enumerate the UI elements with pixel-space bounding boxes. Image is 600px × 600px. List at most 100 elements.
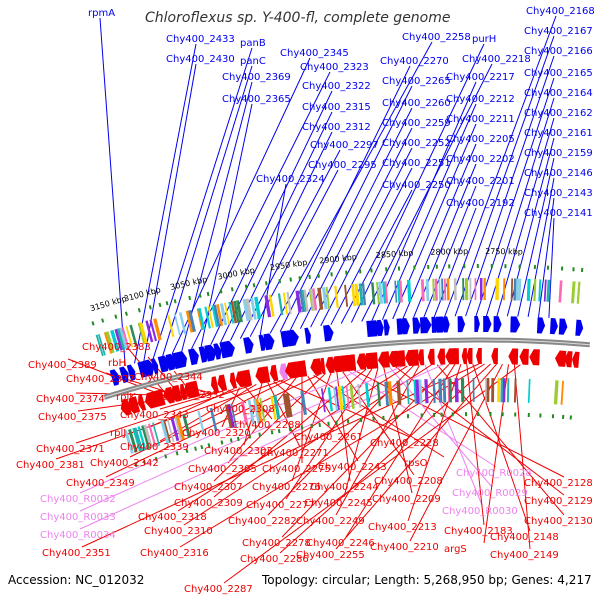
top-gene-label: Chy400_2345	[280, 48, 349, 59]
bottom-gene-label: Chy400_2310	[144, 526, 213, 537]
top-label-connector	[361, 63, 493, 322]
gc-skew-mark	[219, 289, 223, 294]
bottom-gene-label: Chy400_2210	[370, 542, 439, 553]
function-bar-outer	[322, 287, 328, 310]
reverse-gene-arrow	[120, 398, 132, 416]
function-bar-outer	[125, 325, 134, 348]
function-bar-outer	[95, 334, 104, 357]
bottom-label-connector	[472, 363, 531, 532]
forward-gene-arrow	[536, 317, 546, 334]
top-gene-label: Chy400_2322	[302, 81, 371, 92]
function-bar-inner	[285, 393, 293, 418]
top-gene-label: Chy400_2324	[256, 174, 325, 185]
bottom-label-connector	[307, 375, 359, 462]
function-bar-inner	[152, 422, 161, 446]
function-bar-outer	[443, 278, 447, 301]
function-bar-inner	[560, 380, 565, 405]
top-label-connector	[162, 65, 253, 356]
top-label-connector	[496, 117, 555, 317]
gc-content-mark	[175, 451, 179, 456]
top-gene-label: Chy400_2211	[446, 114, 515, 125]
gc-content-mark	[258, 432, 262, 437]
function-bar-inner	[182, 414, 191, 439]
bottom-gene-label: Chy400_2374	[36, 394, 105, 405]
gc-content-mark	[318, 422, 321, 428]
top-gene-label: Chy400_2258	[402, 32, 471, 43]
function-bar-outer	[376, 281, 380, 305]
reverse-gene-arrow	[211, 376, 219, 393]
reverse-gene-arrow	[491, 348, 498, 365]
forward-gene-arrow	[558, 318, 568, 335]
bottom-gene-label: Chy400_2245	[304, 498, 373, 509]
function-bar-outer	[211, 305, 219, 328]
top-label-connector	[527, 177, 555, 317]
reverse-gene-arrow	[369, 352, 379, 369]
reverse-gene-arrow	[450, 348, 459, 365]
top-gene-label: Chy400_2165	[524, 68, 593, 79]
bottom-label-connector	[129, 378, 291, 458]
bottom-gene-label: Chy400_R0034	[40, 530, 116, 541]
forward-gene-arrow	[204, 344, 217, 362]
function-bar-outer	[399, 280, 403, 303]
gc-content-mark	[248, 434, 252, 439]
top-gene-label: panB	[240, 38, 266, 49]
bottom-gene-label: Chy400_2277	[246, 500, 315, 511]
function-bar-outer	[268, 294, 275, 317]
function-bar-outer	[310, 288, 317, 311]
bottom-gene-label: Chy400_2275	[262, 464, 331, 475]
function-bar-inner	[141, 425, 151, 450]
bottom-gene-label: Chy400_R0030	[442, 506, 518, 517]
top-label-connector	[181, 81, 253, 352]
forward-gene-arrow	[575, 319, 584, 336]
function-bar-outer	[173, 313, 181, 336]
top-label-connector	[259, 183, 287, 336]
function-bar-outer	[533, 279, 537, 302]
rna-gene-arrow	[279, 363, 288, 380]
function-bar-outer	[334, 285, 339, 308]
gc-skew-mark	[265, 281, 268, 286]
reverse-gene-arrow	[529, 349, 540, 366]
bottom-label-connector	[343, 368, 379, 498]
function-bar-outer	[358, 283, 364, 306]
gc-content-mark	[220, 440, 224, 445]
bottom-gene-label: Chy400_2383	[82, 342, 151, 353]
forward-gene-arrow	[383, 319, 390, 336]
gc-skew-mark	[198, 293, 202, 298]
top-gene-label: Chy400_2218	[462, 54, 531, 65]
bottom-gene-label: Chy400_2243	[318, 462, 387, 473]
gc-content-mark	[229, 438, 233, 443]
reverse-gene-arrow	[564, 351, 573, 368]
genome-summary-text: Topology: circular; Length: 5,268,950 bp…	[261, 573, 592, 587]
gc-skew-mark	[289, 277, 292, 282]
function-bar-outer	[301, 289, 307, 312]
function-bar-inner	[133, 427, 144, 452]
function-bar-outer	[282, 292, 289, 315]
reverse-gene-arrow	[325, 356, 335, 374]
bottom-label-connector	[105, 374, 320, 478]
gc-skew-mark	[165, 301, 169, 306]
forward-gene-arrow	[493, 316, 502, 333]
bottom-gene-label: rplJ	[110, 428, 126, 439]
scale-tick-label: 2750 kbp	[485, 247, 523, 256]
bottom-label-connector	[213, 373, 326, 482]
top-gene-label: Chy400_2251	[382, 158, 451, 169]
bottom-gene-label: Chy400_2309	[174, 498, 243, 509]
reverse-gene-arrow	[127, 396, 141, 414]
gc-skew-mark	[278, 278, 282, 284]
gc-content-mark	[134, 462, 138, 468]
bottom-gene-label: argS	[444, 544, 467, 555]
reverse-gene-arrow	[508, 348, 519, 365]
forward-gene-arrow	[474, 316, 480, 332]
top-label-connector	[475, 77, 555, 317]
function-bar-outer	[513, 278, 517, 301]
function-bar-outer	[538, 279, 542, 302]
forward-gene-arrow	[109, 369, 120, 386]
bottom-label-connector	[75, 385, 251, 444]
reverse-gene-arrow	[555, 350, 567, 367]
gc-content-mark	[310, 423, 313, 429]
gc-content-mark	[154, 456, 158, 462]
function-bar-outer	[361, 283, 367, 306]
backbone-highlight	[104, 339, 590, 398]
function-bar-outer	[571, 281, 576, 304]
